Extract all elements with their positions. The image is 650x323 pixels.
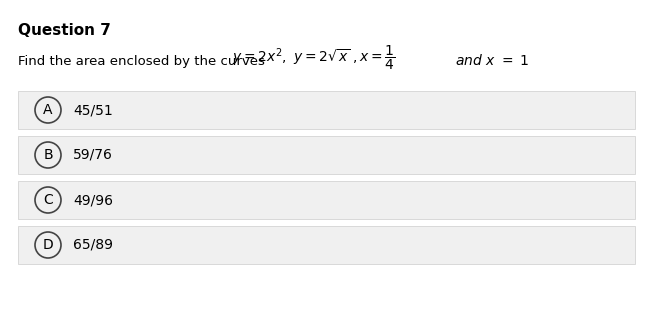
Text: C: C <box>43 193 53 207</box>
Bar <box>18 136 635 174</box>
Ellipse shape <box>35 97 61 123</box>
Ellipse shape <box>35 187 61 213</box>
Bar <box>18 181 635 219</box>
Text: Find the area enclosed by the curves: Find the area enclosed by the curves <box>18 55 269 68</box>
Text: B: B <box>43 148 53 162</box>
Text: A: A <box>44 103 53 117</box>
Text: $and\ x\ =\ 1$: $and\ x\ =\ 1$ <box>455 53 530 68</box>
Ellipse shape <box>35 142 61 168</box>
Text: 45/51: 45/51 <box>73 103 112 117</box>
Ellipse shape <box>35 232 61 258</box>
Text: 65/89: 65/89 <box>73 238 113 252</box>
Text: Question 7: Question 7 <box>18 23 111 38</box>
Bar <box>18 91 635 129</box>
Bar <box>18 226 635 264</box>
Text: $y=2x^2,\ y=2\sqrt{x}\ ,x=\dfrac{1}{4}$: $y=2x^2,\ y=2\sqrt{x}\ ,x=\dfrac{1}{4}$ <box>232 43 396 72</box>
Text: 59/76: 59/76 <box>73 148 113 162</box>
Text: 49/96: 49/96 <box>73 193 113 207</box>
Text: D: D <box>43 238 53 252</box>
